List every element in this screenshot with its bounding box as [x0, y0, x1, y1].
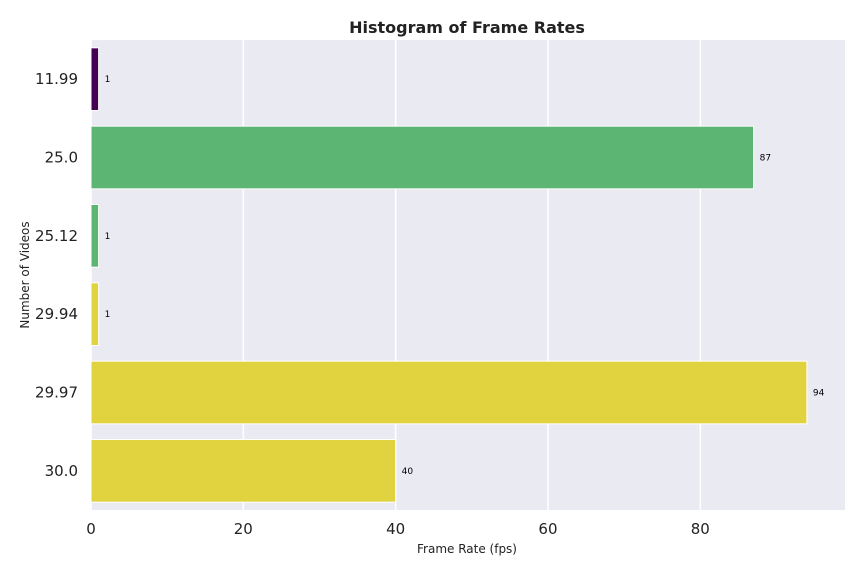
x-tick-label: 80 [691, 520, 710, 538]
y-tick-label: 30.0 [45, 462, 78, 480]
y-tick-label: 29.97 [35, 384, 78, 402]
y-axis-label: Number of Videos [18, 221, 32, 328]
bar [90, 204, 100, 268]
bar [90, 282, 100, 347]
chart-title: Histogram of Frame Rates [349, 18, 585, 37]
bar-value-label: 87 [760, 154, 771, 164]
x-axis-label: Frame Rate (fps) [417, 542, 517, 556]
bar-value-label: 94 [813, 389, 825, 399]
data-labels: 1 87 1 1 94 40 [105, 75, 825, 477]
gridlines [90, 40, 702, 510]
y-tick-label: 29.94 [35, 305, 78, 323]
bar [90, 360, 808, 425]
bar [90, 125, 755, 190]
bar-value-label: 1 [105, 75, 111, 85]
y-tick-label: 11.99 [35, 70, 78, 88]
x-tick-label: 0 [86, 520, 96, 538]
bar-value-label: 1 [105, 232, 111, 242]
bar [90, 47, 100, 111]
x-tick-label: 40 [386, 520, 405, 538]
x-tick-label: 60 [538, 520, 557, 538]
plot-area [91, 40, 845, 510]
bar-value-label: 1 [105, 310, 111, 320]
bar [90, 439, 397, 503]
x-tick-labels: 0 20 40 60 80 [86, 520, 710, 538]
bar-value-label: 40 [402, 467, 414, 477]
y-tick-label: 25.0 [45, 149, 78, 167]
y-tick-labels: 11.99 25.0 25.12 29.94 29.97 30.0 [35, 70, 78, 480]
x-tick-label: 20 [234, 520, 253, 538]
bars [90, 47, 808, 503]
y-tick-label: 25.12 [35, 227, 78, 245]
